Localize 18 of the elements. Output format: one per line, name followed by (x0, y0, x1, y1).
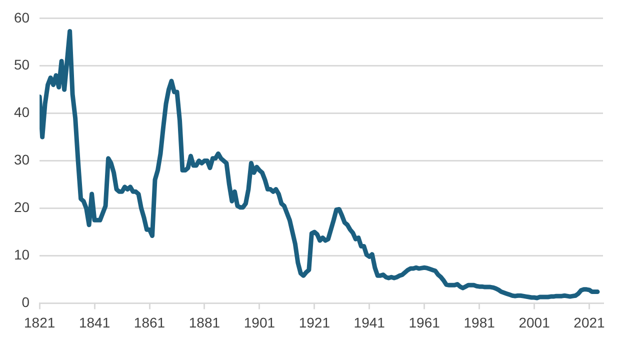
x-tick-label: 2001 (518, 314, 550, 330)
y-tick-label: 30 (14, 152, 30, 168)
y-tick-label: 0 (22, 294, 30, 310)
x-tick-label: 1981 (464, 314, 496, 330)
x-tick-label: 1841 (78, 314, 110, 330)
x-tick-label: 1941 (354, 314, 386, 330)
y-tick-label: 60 (14, 9, 30, 26)
x-tick-label: 1861 (134, 314, 166, 330)
x-tick-label: 1901 (244, 314, 276, 330)
x-tick-label: 1881 (188, 314, 220, 330)
y-tick-label: 40 (14, 104, 30, 120)
y-tick-label: 10 (14, 246, 30, 263)
x-tick-label: 1961 (408, 314, 440, 330)
x-tick-label: 2021 (574, 314, 606, 330)
y-tick-label: 20 (14, 199, 30, 216)
x-tick-label: 1921 (298, 314, 330, 330)
y-tick-label: 50 (14, 56, 30, 73)
x-tick-label: 1821 (24, 314, 56, 330)
